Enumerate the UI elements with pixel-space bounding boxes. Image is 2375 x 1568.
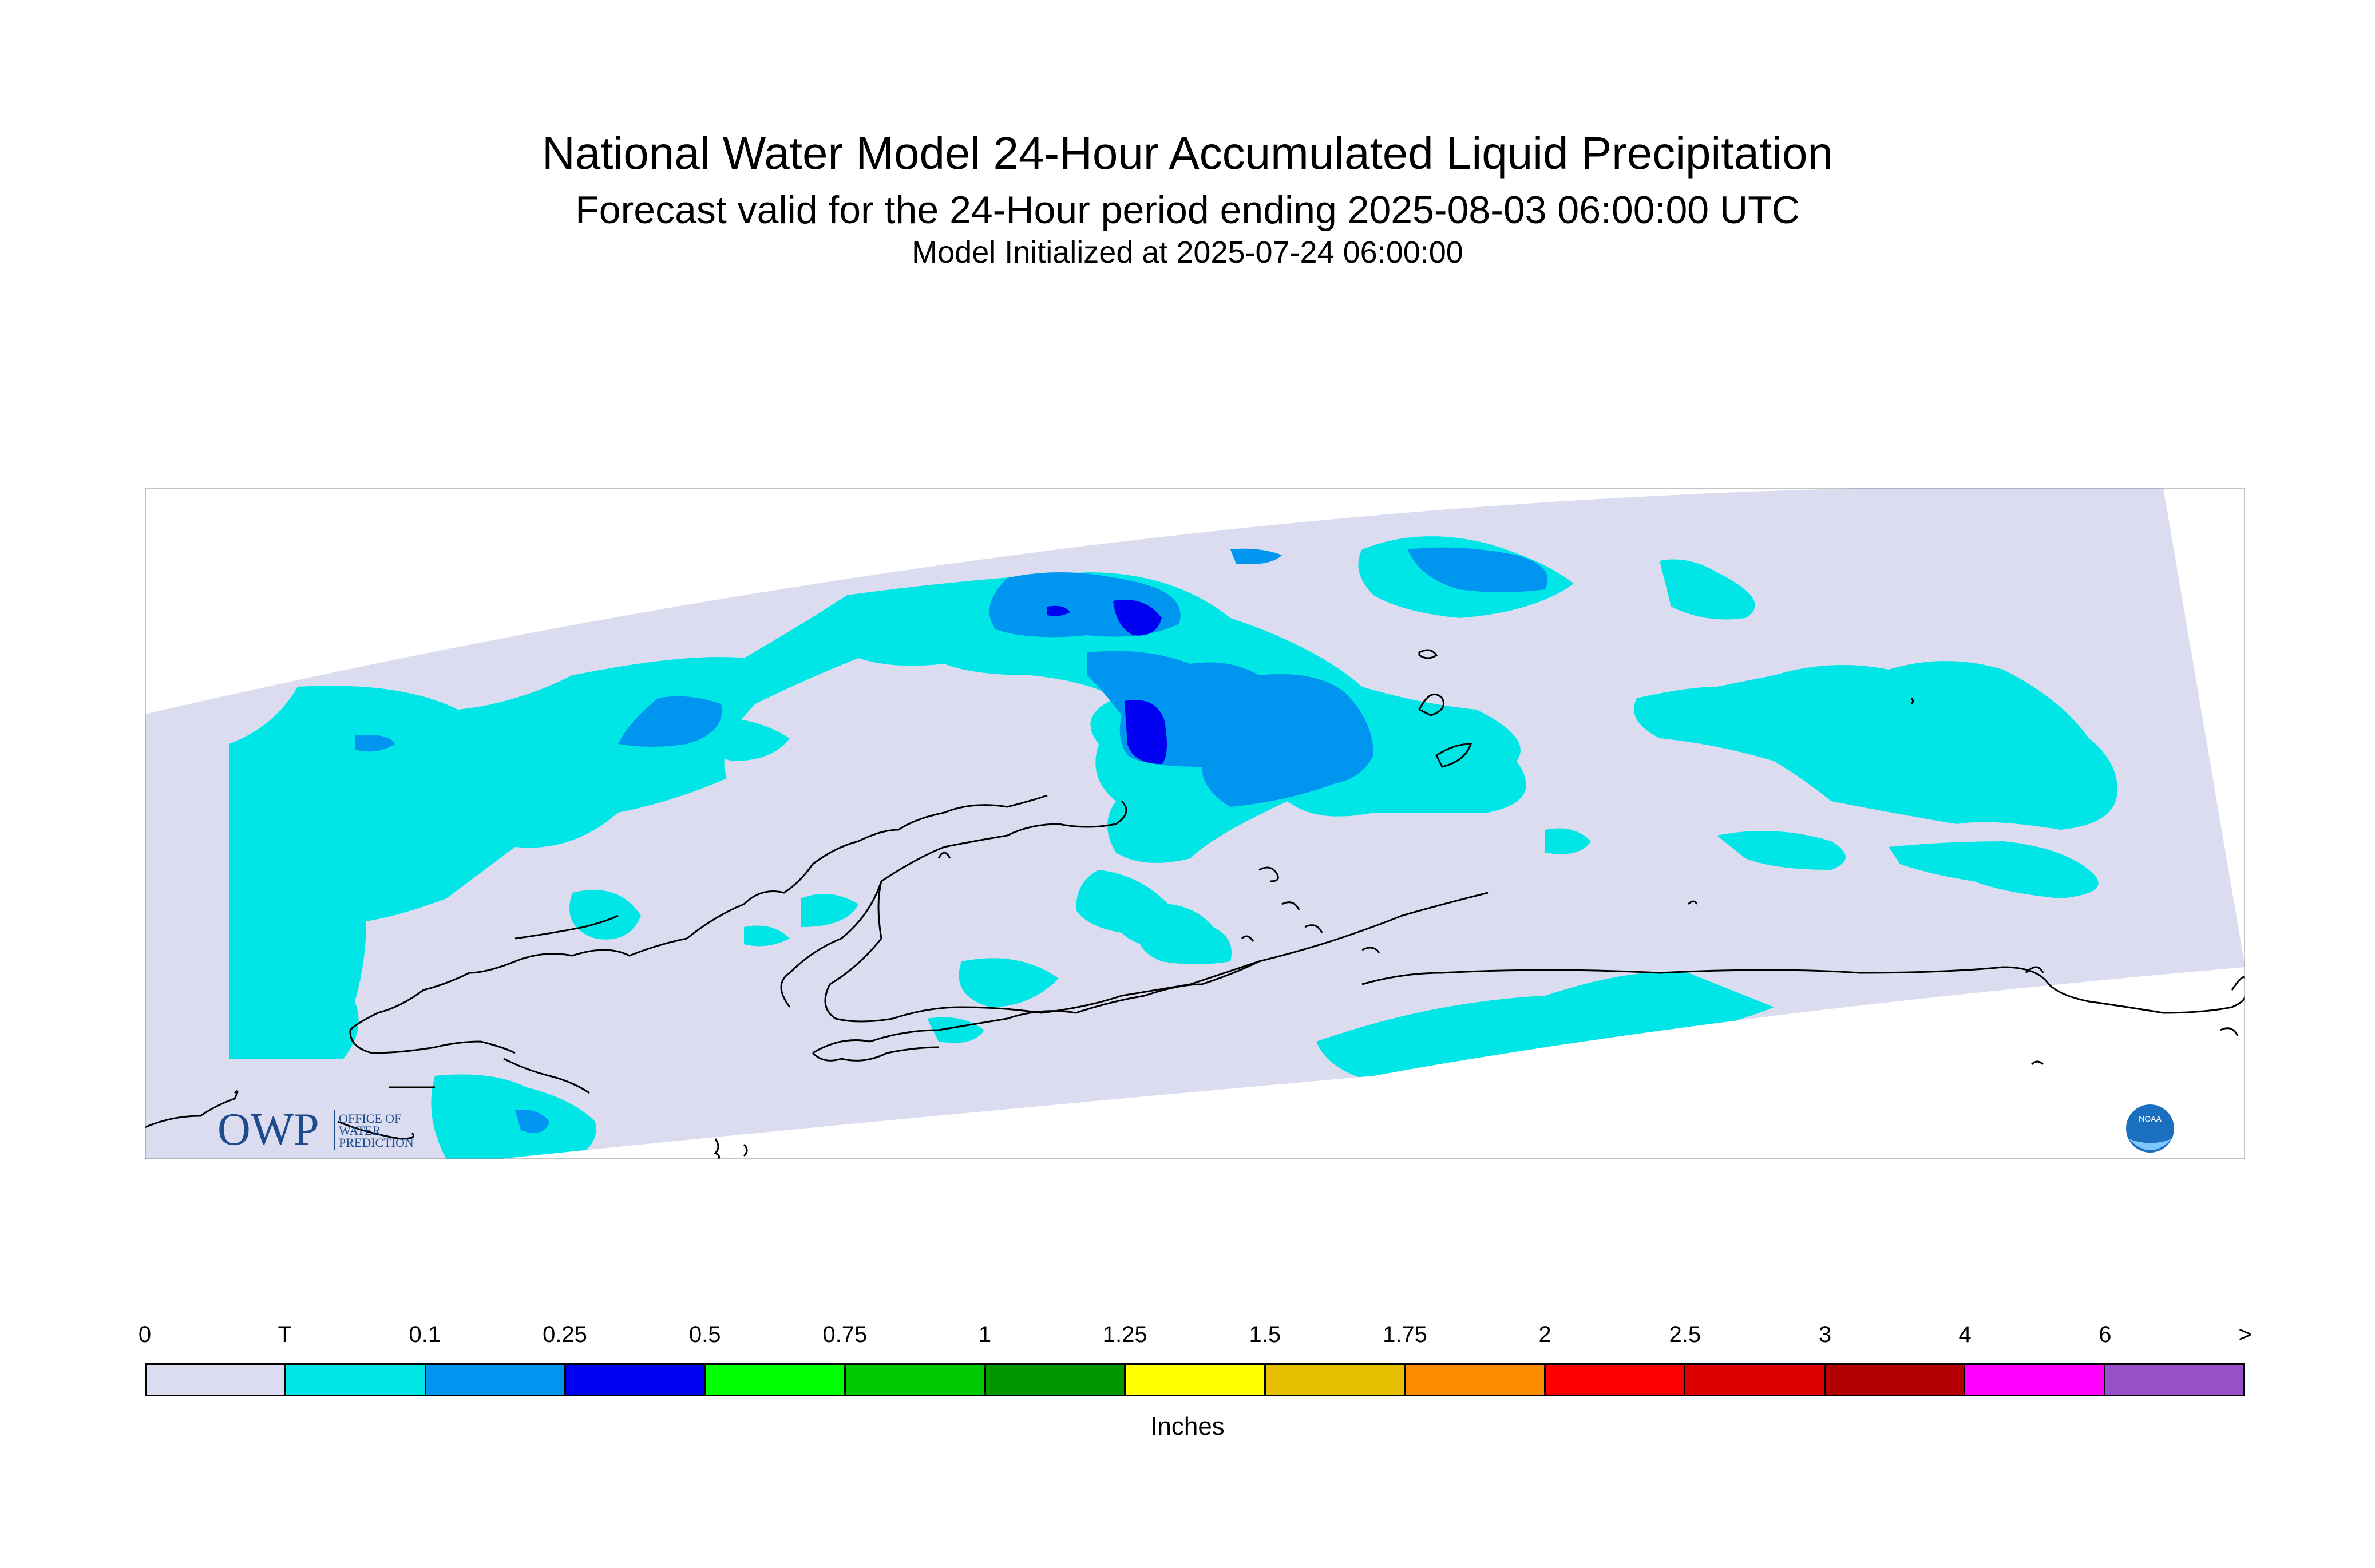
map-title: National Water Model 24-Hour Accumulated…	[542, 128, 1833, 179]
legend-swatch	[1126, 1365, 1266, 1395]
legend-tick-label: 0.25	[543, 1322, 587, 1347]
noaa-logo: NOAA	[2126, 1104, 2174, 1153]
legend-swatch	[1406, 1365, 1546, 1395]
legend-tick-label: 2.5	[1669, 1322, 1701, 1347]
legend-tick-label: 1.75	[1383, 1322, 1427, 1347]
legend-tick-label: 0.75	[822, 1322, 868, 1347]
legend-tick-label: >	[2238, 1322, 2252, 1347]
legend-swatch	[1965, 1365, 2105, 1395]
legend-tick-label: 1	[978, 1322, 992, 1347]
noaa-logo-text: NOAA	[2139, 1114, 2162, 1123]
legend-swatch	[985, 1365, 1126, 1395]
legend-labels: 0 T 0.1 0.25 0.5 0.75 1 1.25 1.5 1.75 2 2.5 3 4 6 >	[0, 1316, 2375, 1351]
model-initialized-text: Model Initialized at 2025-07-24 06:00:00	[912, 235, 1463, 270]
coastlines	[145, 649, 2245, 1159]
legend-units: Inches	[1150, 1412, 1225, 1440]
legend-tick-label: 4	[1958, 1322, 1972, 1347]
moderate-precip-regions	[1047, 600, 1167, 764]
legend-tick-label: 2	[1538, 1322, 1551, 1347]
legend-tick-label: 0.1	[409, 1322, 441, 1347]
legend-tick-label: T	[278, 1322, 292, 1347]
legend-colorbar	[145, 1363, 2245, 1396]
legend-tick-label: 6	[2099, 1322, 2112, 1347]
legend-swatch	[1825, 1365, 1966, 1395]
legend-swatch	[566, 1365, 706, 1395]
legend-swatch	[286, 1365, 426, 1395]
legend-swatch	[147, 1365, 287, 1395]
legend-swatch	[706, 1365, 846, 1395]
legend-swatch	[1265, 1365, 1406, 1395]
legend-tick-label: 1.5	[1249, 1322, 1281, 1347]
legend-tick-label: 1.25	[1102, 1322, 1147, 1347]
owp-logo: OWP OFFICE OF WATER PREDICTION	[217, 1104, 414, 1155]
owp-logo-line-1: OFFICE OF	[339, 1111, 401, 1126]
legend-swatch	[1545, 1365, 1686, 1395]
owp-logo-line-2: WATER	[339, 1123, 381, 1138]
legend-swatch	[426, 1365, 567, 1395]
owp-logo-mark: OWP	[217, 1104, 319, 1155]
legend-tick-label: 0.5	[688, 1322, 721, 1347]
map-subtitle: Forecast valid for the 24-Hour period en…	[575, 188, 1800, 232]
owp-logo-line-3: PREDICTION	[339, 1135, 414, 1150]
legend-tick-label: 3	[1818, 1322, 1832, 1347]
legend-tick-label: 0	[138, 1322, 152, 1347]
legend-swatch	[1685, 1365, 1826, 1395]
light-precip-regions	[355, 547, 1548, 1133]
legend-swatch	[846, 1365, 986, 1395]
legend-swatch	[2105, 1365, 2244, 1395]
